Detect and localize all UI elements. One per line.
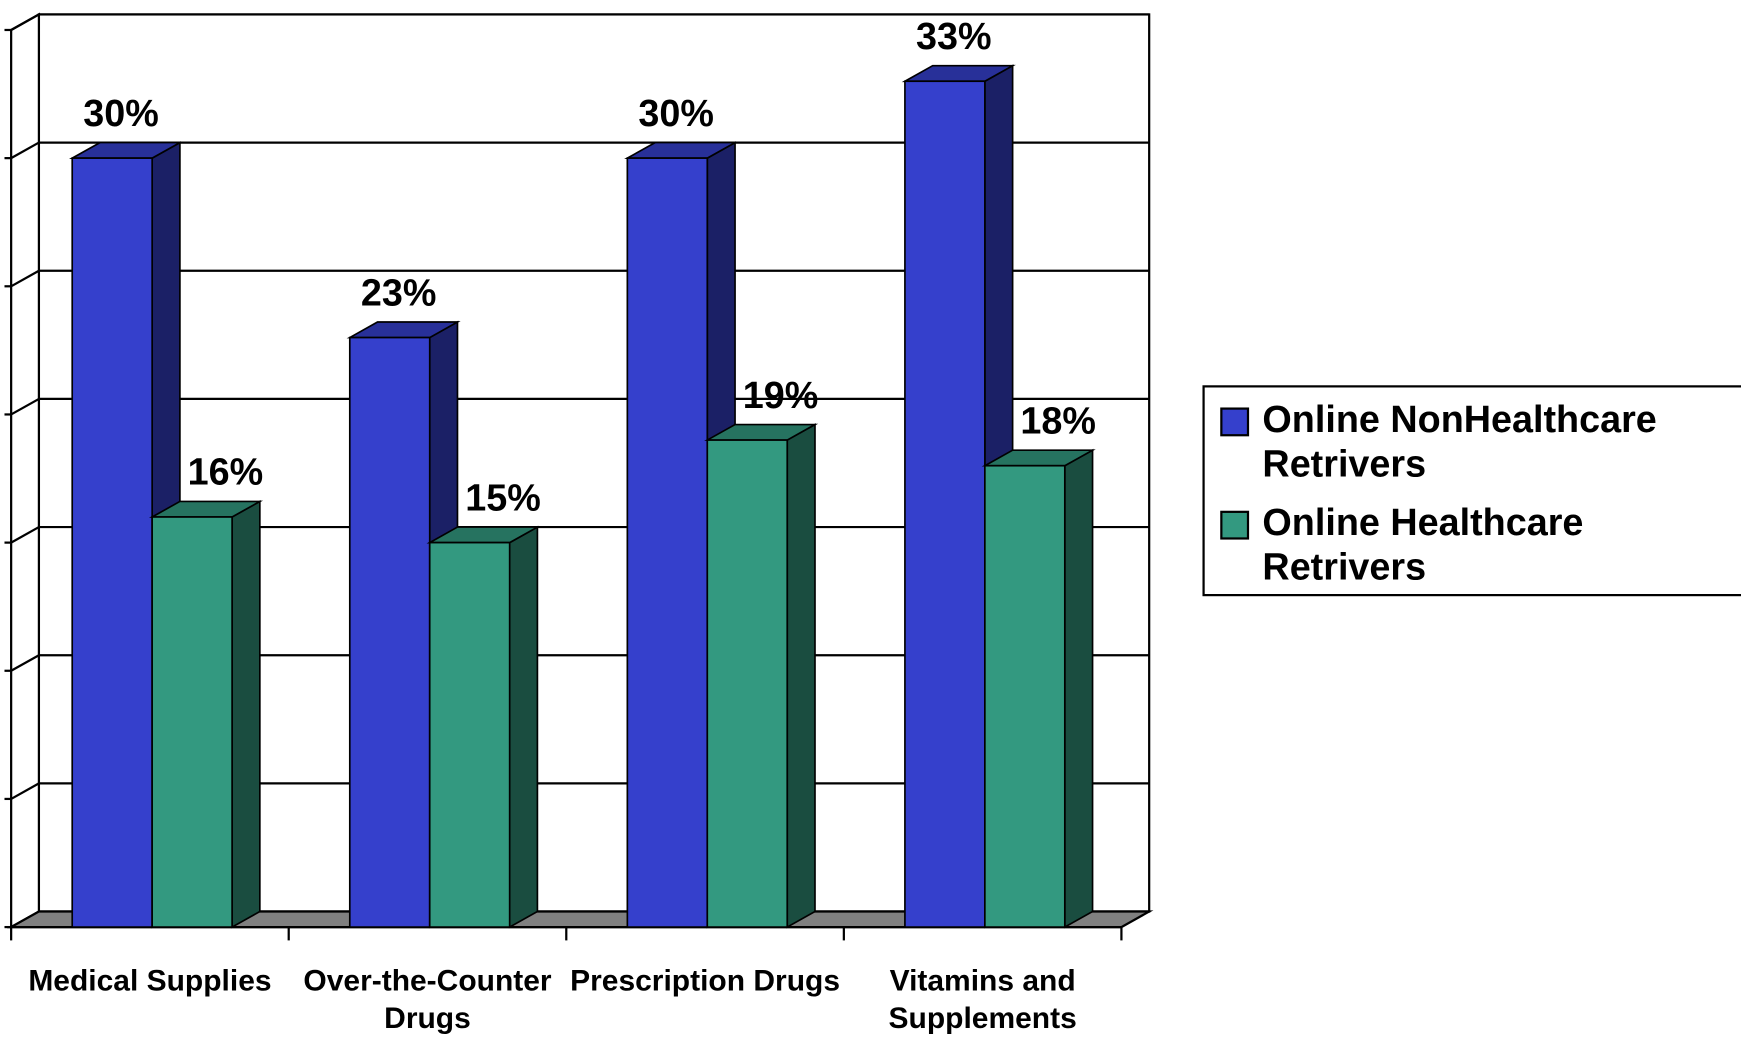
bar: [626, 157, 709, 928]
bar-side: [508, 525, 539, 929]
data-label: 33%: [916, 15, 992, 57]
legend-label: Online Healthcare Retrivers: [1262, 501, 1584, 589]
data-label: 23%: [361, 271, 437, 313]
bar: [706, 439, 789, 928]
legend-swatch: [1220, 407, 1250, 437]
bar-side: [231, 500, 261, 929]
grid-line: [10, 13, 40, 31]
data-label: 18%: [1020, 399, 1096, 441]
data-label: 30%: [83, 92, 159, 134]
bar: [904, 80, 986, 928]
bar: [428, 541, 511, 928]
bar: [71, 157, 153, 928]
grid-line: [10, 269, 40, 288]
legend-text-box: Online Healthcare Retrivers: [1262, 501, 1584, 589]
bar-side: [786, 423, 816, 929]
bar: [151, 516, 233, 928]
data-label: 19%: [743, 374, 819, 416]
data-label: 30%: [638, 92, 714, 134]
bar: [348, 336, 431, 928]
data-label: 15%: [465, 476, 541, 518]
legend-text-box: Online NonHealthcare Retrivers: [1262, 398, 1657, 486]
x-label-box: Medical Supplies: [28, 963, 272, 998]
x-label-box: Vitamins and Supplements: [888, 963, 1077, 1035]
data-label: 16%: [188, 451, 264, 493]
legend-label: Online NonHealthcare Retrivers: [1262, 398, 1657, 486]
bar-side: [1063, 448, 1094, 929]
x-tick-label: Prescription Drugs: [570, 963, 841, 998]
x-label-box: Over-the-Counter Drugs: [303, 963, 552, 1035]
grid-line: [10, 397, 40, 416]
legend-box: [1202, 385, 1741, 597]
grid-line: [10, 141, 40, 160]
grid-line: [10, 782, 40, 800]
legend-swatch: [1220, 510, 1250, 540]
grid-line: [10, 654, 40, 672]
x-tick-label: Medical Supplies: [28, 963, 272, 998]
bar: [984, 464, 1066, 928]
grid-line: [10, 526, 40, 544]
x-tick-label: Over-the-Counter Drugs: [303, 963, 552, 1035]
x-tick-label: Vitamins and Supplements: [888, 963, 1077, 1035]
x-label-box: Prescription Drugs: [570, 963, 841, 998]
